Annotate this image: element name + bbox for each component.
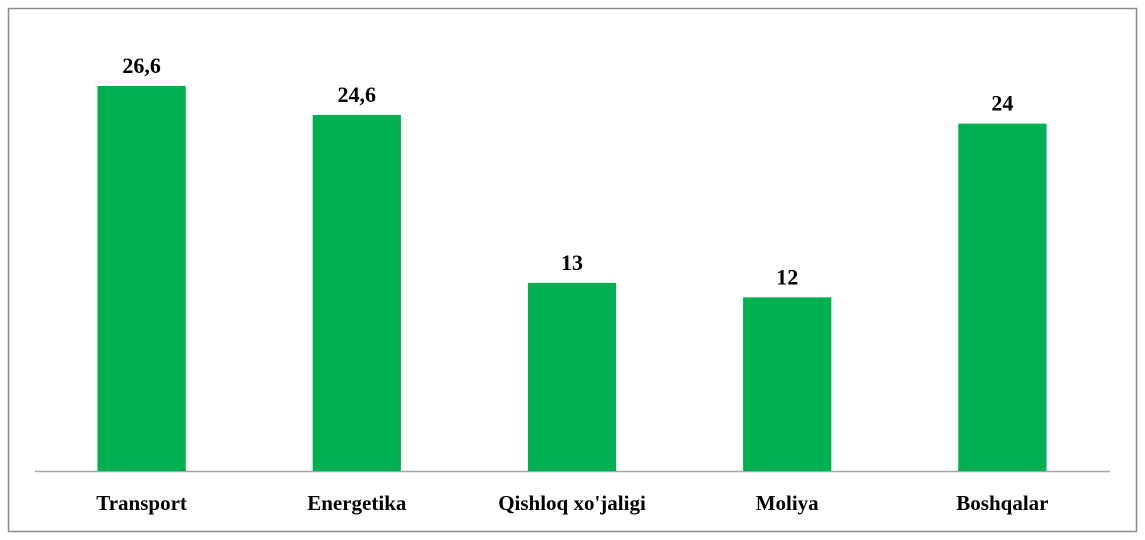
category-label: Energetika	[307, 491, 407, 515]
value-label: 12	[776, 264, 798, 289]
chart-border	[7, 7, 1138, 533]
category-label: Boshqalar	[956, 491, 1048, 515]
bar	[958, 123, 1047, 471]
value-label: 26,6	[122, 53, 161, 78]
value-label: 24	[991, 91, 1013, 116]
bar	[97, 86, 186, 471]
category-label: Qishloq xo'jaligi	[498, 491, 646, 515]
bar	[743, 297, 832, 471]
value-label: 24,6	[338, 82, 377, 107]
value-label: 13	[561, 250, 583, 275]
bar	[527, 282, 617, 471]
bar	[312, 114, 401, 472]
category-label: Transport	[96, 491, 187, 515]
category-label: Moliya	[756, 491, 819, 515]
